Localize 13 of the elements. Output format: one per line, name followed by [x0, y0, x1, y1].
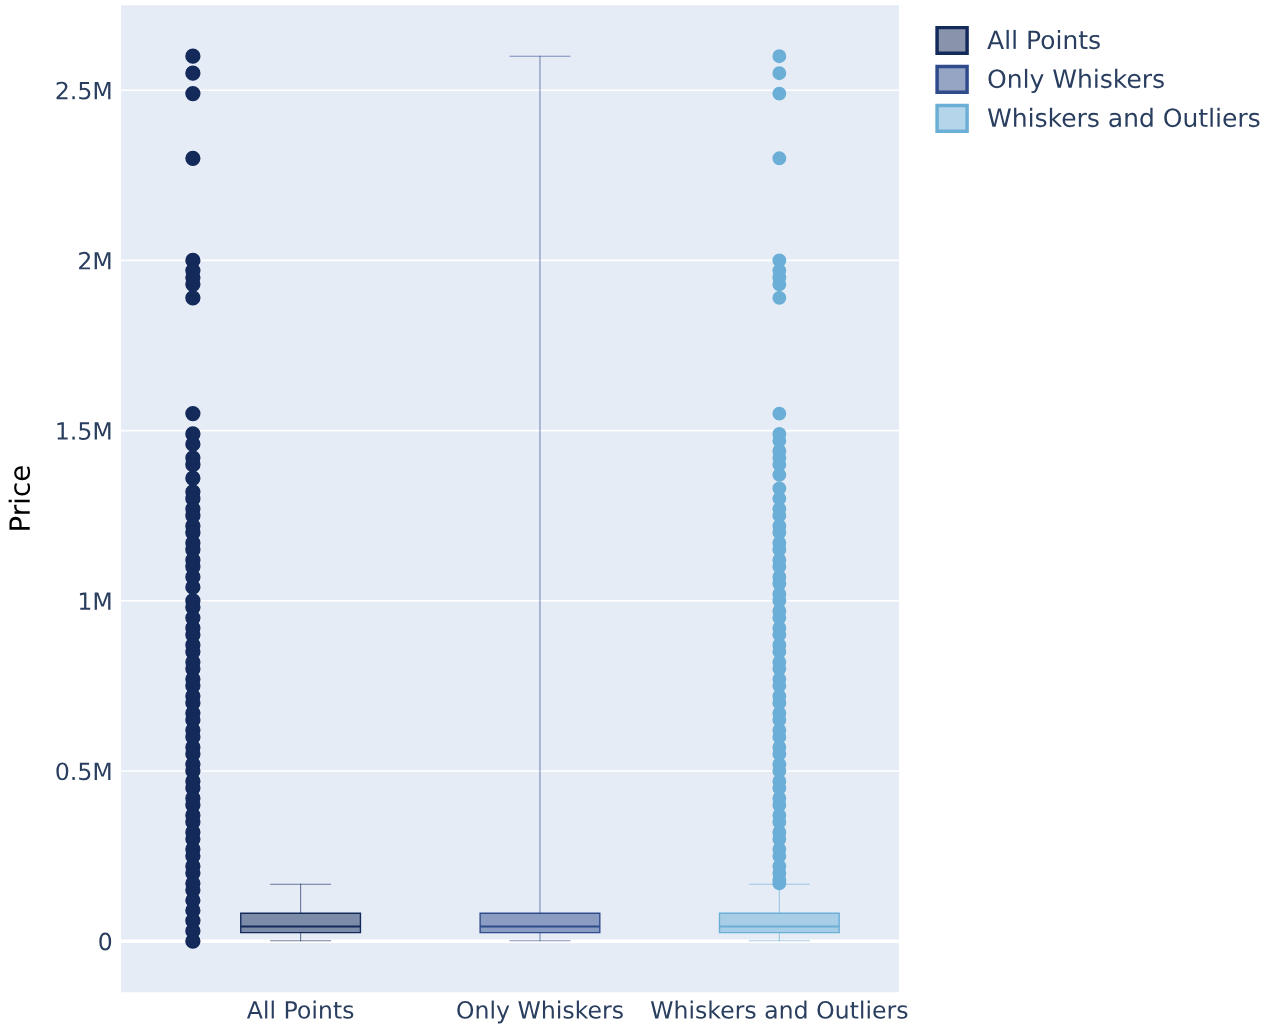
y-tick-label: 2M — [79, 251, 111, 270]
y-tick-label: 0 — [99, 932, 112, 951]
legend-label: All Points — [987, 29, 1100, 50]
x-tick-label: All Points — [246, 1000, 354, 1019]
y-axis-title: Price — [8, 466, 31, 530]
y-tick-label: 2.5M — [56, 81, 111, 100]
y-tick-label: 1M — [79, 592, 111, 610]
x-tick-label: Only Whiskers — [457, 1000, 623, 1024]
y-tick-label: 1.5M — [57, 422, 111, 440]
legend-label: Whiskers and Outliers — [987, 107, 1260, 128]
legend-label: Only Whiskers — [988, 68, 1164, 94]
x-tick-label: Whiskers and Outliers — [650, 1000, 908, 1019]
y-tick-label: 0.5M — [56, 762, 111, 781]
